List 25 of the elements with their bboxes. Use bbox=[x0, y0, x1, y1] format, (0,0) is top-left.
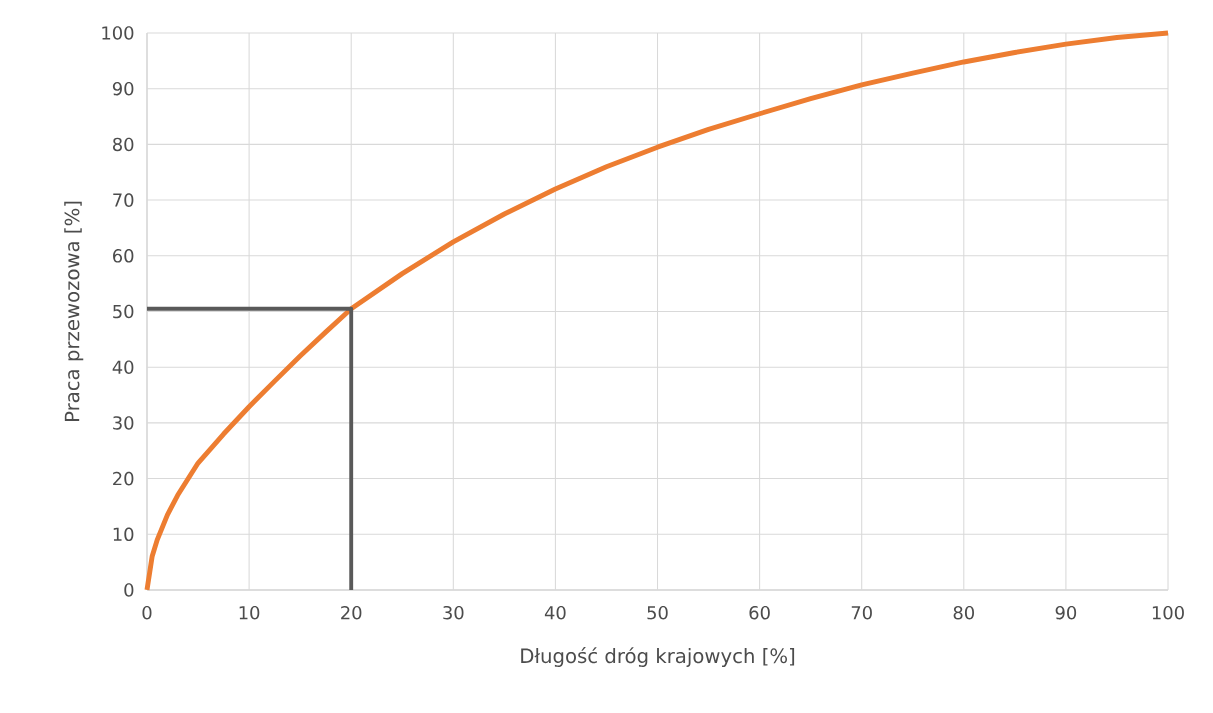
x-tick-label: 100 bbox=[1152, 605, 1184, 620]
y-tick-label: 90 bbox=[112, 81, 134, 96]
x-tick-label: 40 bbox=[544, 605, 566, 620]
x-tick-label: 50 bbox=[647, 605, 668, 620]
y-tick-label: 50 bbox=[113, 304, 134, 319]
x-axis-title: Długość dróg krajowych [%] bbox=[521, 647, 795, 668]
x-tick-label: 20 bbox=[341, 605, 362, 620]
line-series bbox=[144, 30, 1171, 593]
x-tick-label: 30 bbox=[443, 605, 464, 620]
y-tick-label: 10 bbox=[113, 527, 134, 542]
y-axis-title: Praca przewozowa [%] bbox=[64, 201, 84, 421]
x-tick-label: 90 bbox=[1055, 605, 1077, 620]
x-tick-label: 60 bbox=[749, 605, 770, 620]
x-tick-label: 0 bbox=[142, 605, 152, 620]
x-tick-label: 10 bbox=[239, 605, 260, 620]
y-tick-label: 40 bbox=[112, 360, 134, 374]
y-tick-label: 80 bbox=[112, 137, 134, 152]
y-tick-label: 20 bbox=[113, 471, 134, 486]
x-tick-label: 70 bbox=[851, 605, 872, 620]
y-tick-label: 100 bbox=[102, 26, 134, 40]
y-tick-label: 60 bbox=[113, 249, 134, 263]
y-tick-label: 30 bbox=[113, 416, 134, 430]
x-tick-label: 80 bbox=[953, 605, 974, 620]
y-tick-label: 70 bbox=[113, 193, 134, 207]
y-tick-label: 0 bbox=[124, 583, 134, 597]
